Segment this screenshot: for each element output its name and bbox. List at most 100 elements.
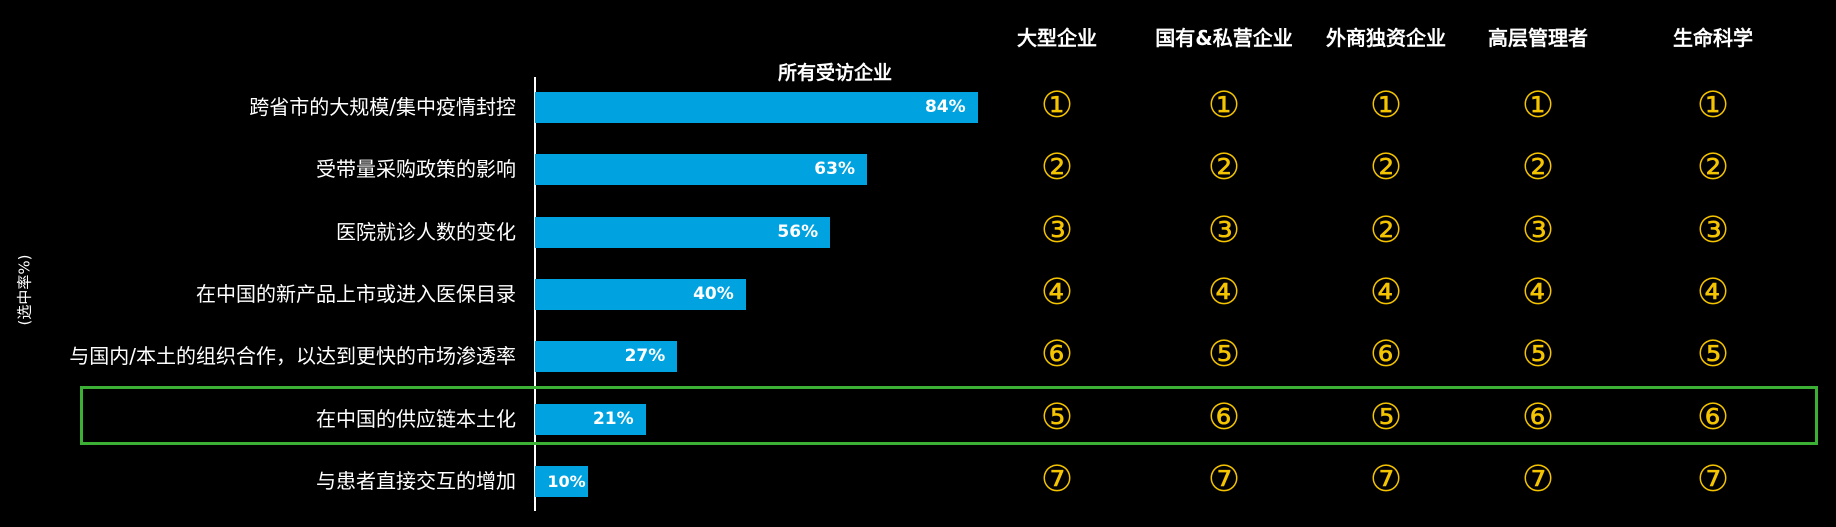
rank-value: ⑥ (1040, 334, 1074, 376)
rank-value: ④ (1369, 271, 1403, 313)
rank-value: ⑦ (1521, 458, 1555, 500)
rank-marker: ③ (1194, 201, 1254, 261)
rank-value: ④ (1696, 271, 1730, 313)
bar-value-label: 84% (924, 97, 966, 117)
rank-value: ⑥ (1207, 396, 1241, 438)
rank-value: ⑥ (1521, 396, 1555, 438)
rank-marker: ④ (1508, 263, 1568, 323)
rank-marker: ③ (1027, 201, 1087, 261)
rank-marker: ② (1194, 138, 1254, 198)
rank-marker: ② (1356, 201, 1416, 261)
bar: 40% (535, 278, 746, 310)
rank-value: ② (1696, 147, 1730, 189)
rank-marker: ⑥ (1683, 388, 1743, 448)
rank-value: ① (1369, 85, 1403, 126)
rank-value: ⑤ (1207, 334, 1241, 376)
bar-value-label: 21% (592, 408, 634, 429)
bar: 21% (535, 403, 646, 435)
rank-value: ① (1040, 85, 1074, 126)
rank-value: ② (1521, 147, 1555, 189)
category-label: 受带量采购政策的影响 (316, 157, 516, 182)
bar: 84% (535, 92, 978, 123)
rank-marker: ⑤ (1356, 388, 1416, 448)
rank-marker: ③ (1683, 201, 1743, 261)
rank-marker: ⑦ (1683, 450, 1743, 510)
bar-value-label: 56% (777, 221, 819, 242)
rank-value: ② (1369, 209, 1403, 251)
rank-marker: ① (1508, 76, 1568, 136)
rank-value: ⑤ (1521, 334, 1555, 376)
highlight-row-box (80, 386, 1818, 445)
rank-marker: ⑥ (1356, 325, 1416, 385)
rank-marker: ② (1508, 138, 1568, 198)
rank-value: ⑤ (1040, 396, 1074, 438)
rank-marker: ② (1027, 138, 1087, 198)
rank-value: ⑦ (1040, 458, 1074, 500)
rank-value: ③ (1696, 209, 1730, 251)
rank-column-header: 大型企业 (1017, 26, 1097, 50)
category-label: 与国内/本土的组织合作，以达到更快的市场渗透率 (69, 344, 516, 369)
rank-value: ⑥ (1696, 396, 1730, 438)
rank-value: ④ (1521, 271, 1555, 313)
rank-value: ① (1207, 85, 1241, 126)
rank-marker: ⑥ (1508, 388, 1568, 448)
rank-marker: ⑥ (1027, 325, 1087, 385)
bar-value-label: 10% (547, 471, 586, 491)
bar-value-label: 27% (624, 346, 666, 367)
category-label: 与患者直接交互的增加 (316, 468, 516, 493)
rank-value: ④ (1040, 271, 1074, 313)
rank-marker: ⑤ (1194, 325, 1254, 385)
rank-marker: ⑤ (1027, 388, 1087, 448)
rank-marker: ⑥ (1194, 388, 1254, 448)
rank-value: ③ (1040, 209, 1074, 251)
rank-value: ③ (1521, 209, 1555, 251)
rank-marker: ④ (1683, 263, 1743, 323)
rank-value: ⑦ (1696, 458, 1730, 500)
rank-value: ① (1521, 85, 1555, 126)
rank-value: ⑦ (1369, 458, 1403, 500)
rank-column-header: 生命科学 (1673, 26, 1753, 50)
category-label: 跨省市的大规模/集中疫情封控 (249, 95, 516, 119)
rank-marker: ④ (1027, 263, 1087, 323)
y-axis-label: (选中率%) (15, 254, 34, 326)
rank-value: ⑤ (1696, 334, 1730, 376)
rank-marker: ④ (1356, 263, 1416, 323)
category-label: 在中国的供应链本土化 (316, 406, 516, 431)
rank-marker: ⑤ (1508, 325, 1568, 385)
bar: 63% (535, 154, 867, 186)
rank-marker: ④ (1194, 263, 1254, 323)
rank-marker: ② (1683, 138, 1743, 198)
rank-value: ① (1696, 85, 1730, 126)
bar-chart-title: 所有受访企业 (777, 62, 892, 84)
rank-value: ⑤ (1369, 396, 1403, 438)
rank-marker: ⑦ (1508, 450, 1568, 510)
rank-value: ④ (1207, 271, 1241, 313)
rank-column-header: 外商独资企业 (1326, 26, 1446, 50)
rank-value: ② (1207, 147, 1241, 189)
rank-column-header: 国有&私营企业 (1155, 26, 1293, 50)
rank-column-header: 高层管理者 (1488, 26, 1588, 50)
rank-value: ② (1040, 147, 1074, 189)
rank-marker: ① (1194, 76, 1254, 136)
rank-marker: ③ (1508, 201, 1568, 261)
rank-marker: ① (1356, 76, 1416, 136)
bar-value-label: 40% (693, 283, 734, 304)
bar: 27% (535, 341, 678, 373)
bar: 10% (535, 465, 588, 497)
bar: 56% (535, 216, 831, 248)
rank-value: ⑥ (1369, 334, 1403, 376)
rank-value: ⑦ (1207, 458, 1241, 500)
rank-marker: ⑤ (1683, 325, 1743, 385)
rank-value: ② (1369, 147, 1403, 189)
rank-marker: ① (1027, 76, 1087, 136)
category-label: 在中国的新产品上市或进入医保目录 (196, 281, 516, 306)
rank-marker: ① (1683, 76, 1743, 136)
bar-value-label: 63% (814, 159, 855, 180)
rank-value: ③ (1207, 209, 1241, 251)
rank-marker: ⑦ (1356, 450, 1416, 510)
rank-marker: ⑦ (1027, 450, 1087, 510)
rank-marker: ② (1356, 138, 1416, 198)
rank-marker: ⑦ (1194, 450, 1254, 510)
category-label: 医院就诊人数的变化 (336, 219, 516, 244)
